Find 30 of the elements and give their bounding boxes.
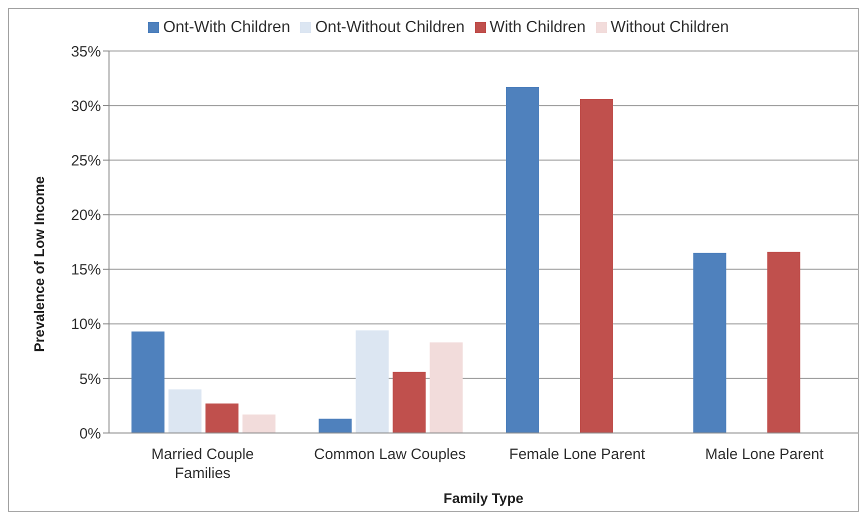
y-tick-label: 5% — [79, 370, 101, 388]
legend-label: Without Children — [610, 19, 729, 36]
y-tick-label: 35% — [70, 43, 101, 60]
bar — [767, 252, 800, 433]
x-tick-label: Common Law Couples — [314, 446, 466, 463]
bar — [392, 372, 426, 433]
bar — [242, 414, 276, 433]
y-tick-label: 15% — [70, 262, 101, 279]
bar — [318, 418, 352, 433]
bar — [356, 330, 389, 433]
bar — [430, 342, 463, 433]
bar — [693, 252, 726, 433]
x-tick-label: Married Couple Families — [151, 446, 254, 482]
y-axis-title: Prevalence of Low Income — [30, 176, 47, 352]
x-tick-label: Female Lone Parent — [509, 446, 646, 463]
y-tick-label: 10% — [70, 316, 101, 334]
legend-label: Ont-With Children — [163, 19, 290, 36]
x-tick-label: Male Lone Parent — [705, 446, 824, 463]
legend-label: Ont-Without Children — [315, 19, 465, 36]
bar — [205, 404, 238, 433]
y-tick-label: 20% — [70, 207, 101, 224]
bar — [131, 331, 164, 433]
x-axis-title: Family Type — [444, 490, 524, 506]
bar — [168, 389, 202, 433]
y-tick-label: 0% — [79, 425, 101, 442]
legend-label: With Children — [490, 19, 586, 36]
bar — [580, 99, 613, 433]
bar — [506, 87, 539, 433]
y-tick-label: 25% — [70, 152, 101, 170]
y-tick-label: 30% — [70, 98, 101, 115]
